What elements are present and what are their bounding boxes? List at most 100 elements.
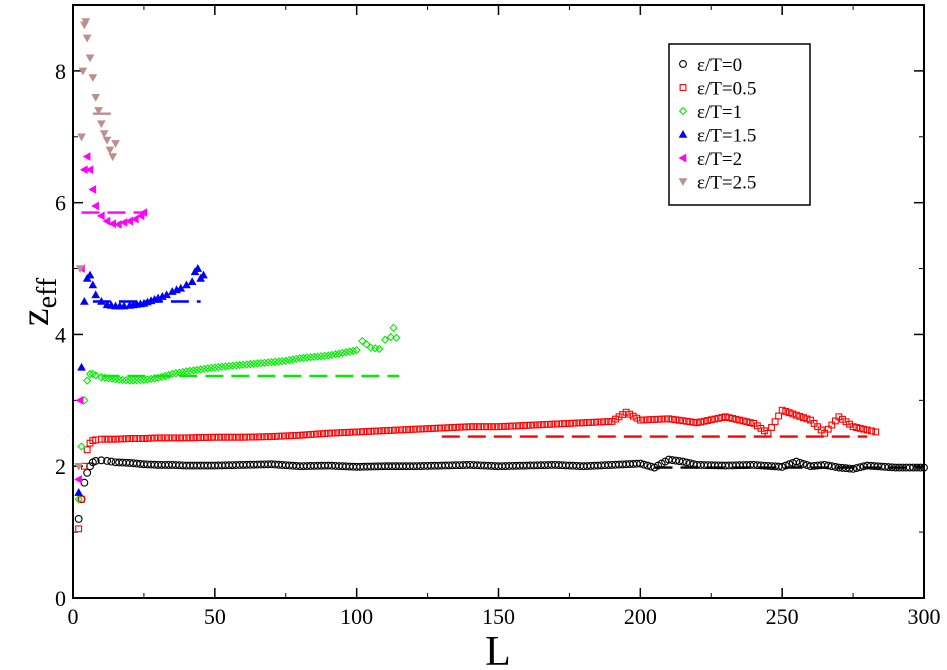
data-point bbox=[139, 208, 148, 217]
data-point bbox=[199, 270, 208, 279]
data-point bbox=[764, 429, 772, 437]
data-point bbox=[288, 355, 298, 364]
data-point bbox=[590, 418, 598, 426]
data-point bbox=[292, 431, 300, 439]
data-point bbox=[920, 463, 928, 472]
data-point bbox=[97, 456, 106, 465]
data-point bbox=[132, 376, 142, 385]
data-point bbox=[75, 525, 83, 533]
data-point bbox=[534, 421, 541, 429]
data-point bbox=[512, 422, 520, 430]
data-point bbox=[739, 417, 747, 425]
data-point bbox=[341, 348, 351, 357]
data-point bbox=[207, 433, 215, 441]
data-point bbox=[158, 434, 166, 442]
data-point bbox=[105, 146, 115, 155]
data-point bbox=[693, 419, 701, 427]
data-point bbox=[165, 434, 173, 442]
data-point bbox=[221, 362, 230, 371]
data-point bbox=[792, 411, 800, 419]
data-point bbox=[424, 425, 432, 433]
data-point bbox=[612, 415, 619, 423]
data-point bbox=[334, 349, 344, 358]
data-point bbox=[77, 133, 86, 142]
data-point bbox=[604, 418, 612, 426]
data-point bbox=[203, 364, 212, 373]
data-point bbox=[278, 356, 287, 366]
x-tick-label: 50 bbox=[204, 604, 226, 629]
data-point bbox=[91, 290, 101, 299]
data-point bbox=[704, 417, 712, 424]
x-axis: 0 50 100 150 200 250 300 bbox=[68, 5, 941, 629]
data-point bbox=[324, 351, 333, 360]
data-point bbox=[239, 360, 248, 369]
data-point bbox=[707, 416, 715, 424]
data-point bbox=[119, 435, 127, 443]
data-point bbox=[386, 332, 395, 342]
data-point bbox=[143, 375, 152, 384]
data-point bbox=[601, 418, 609, 426]
data-point bbox=[246, 359, 255, 369]
data-point bbox=[192, 365, 202, 375]
data-point bbox=[108, 153, 118, 162]
y-tick-label: 2 bbox=[55, 454, 66, 479]
data-point bbox=[352, 346, 361, 355]
data-point bbox=[736, 416, 744, 424]
data-point bbox=[530, 421, 538, 429]
data-point bbox=[353, 428, 361, 436]
data-point bbox=[197, 434, 205, 442]
data-point bbox=[217, 362, 227, 371]
data-point bbox=[299, 353, 308, 363]
data-point bbox=[99, 130, 109, 139]
data-point bbox=[828, 421, 836, 429]
y-tick-label: 6 bbox=[55, 191, 66, 216]
data-point bbox=[314, 430, 322, 438]
data-point bbox=[229, 433, 237, 441]
data-point bbox=[321, 430, 329, 437]
data-point bbox=[94, 107, 103, 115]
data-point bbox=[97, 435, 105, 443]
data-point bbox=[235, 360, 244, 370]
data-point bbox=[668, 415, 676, 423]
data-point bbox=[78, 495, 85, 503]
data-point bbox=[317, 352, 326, 361]
data-point bbox=[672, 416, 680, 424]
legend-marker bbox=[678, 106, 688, 116]
data-point bbox=[796, 412, 804, 420]
data-point bbox=[232, 433, 240, 441]
data-point bbox=[107, 457, 116, 466]
data-point bbox=[675, 416, 683, 424]
legend-label: ε/T=1.5 bbox=[697, 126, 756, 147]
data-point bbox=[690, 418, 697, 426]
data-point bbox=[225, 433, 233, 441]
data-point bbox=[210, 363, 220, 372]
data-point bbox=[417, 425, 424, 433]
data-point bbox=[537, 421, 545, 429]
data-point bbox=[583, 419, 591, 427]
data-point bbox=[778, 462, 787, 471]
data-point bbox=[502, 422, 510, 430]
data-point bbox=[88, 185, 97, 194]
data-point bbox=[214, 362, 223, 372]
data-point bbox=[338, 348, 347, 358]
data-point bbox=[860, 425, 868, 433]
y-axis-label-sub: eff bbox=[32, 277, 63, 308]
data-point bbox=[242, 360, 251, 369]
data-point bbox=[714, 414, 722, 422]
data-point bbox=[171, 369, 181, 378]
data-point bbox=[285, 432, 293, 440]
data-point bbox=[427, 425, 435, 432]
data-point bbox=[74, 475, 82, 484]
data-point bbox=[147, 434, 155, 442]
data-point bbox=[168, 369, 177, 379]
data-point bbox=[349, 428, 357, 436]
data-point bbox=[775, 412, 783, 420]
data-point bbox=[729, 415, 736, 422]
data-point bbox=[178, 367, 188, 377]
data-point bbox=[83, 376, 92, 385]
data-point bbox=[487, 423, 495, 431]
data-point bbox=[105, 435, 112, 443]
data-point bbox=[785, 409, 793, 417]
data-point bbox=[348, 346, 358, 356]
data-point bbox=[164, 370, 173, 380]
